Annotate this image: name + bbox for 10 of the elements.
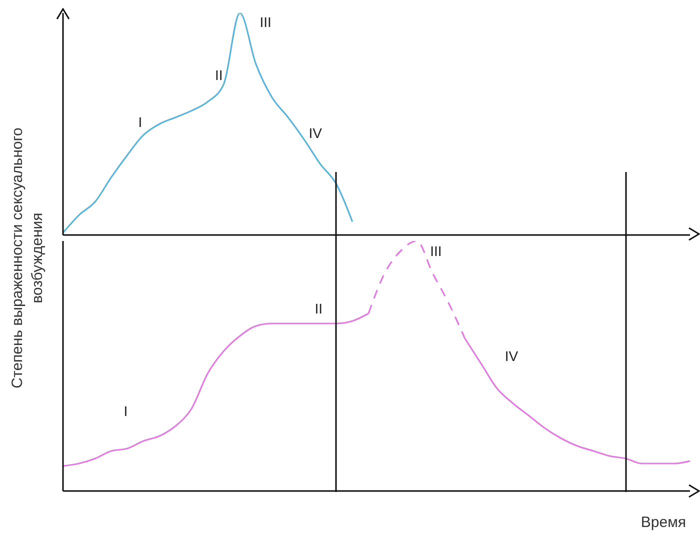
annotation: III [430,242,442,259]
annotation: I [138,114,142,130]
annotation: II [314,300,323,316]
y-axis-title: Степень выраженности сексуального возбуждения [8,126,47,390]
annotation: IV [504,348,519,364]
annotation: II [215,67,223,84]
annotation: III [260,14,272,30]
annotation: IV [308,124,323,141]
x-axis-title: Время [640,514,686,531]
annotation: I [124,402,128,419]
